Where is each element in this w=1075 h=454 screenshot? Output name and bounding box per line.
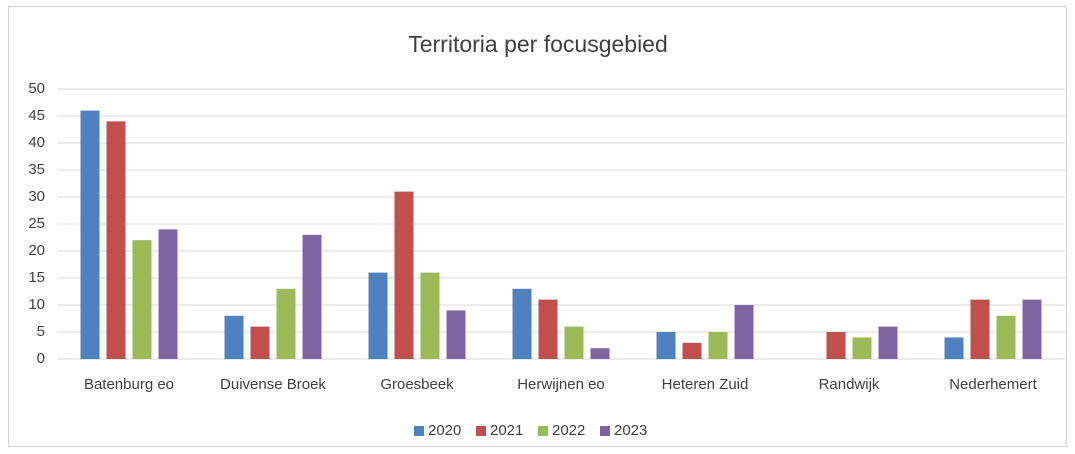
y-tick-label: 20 <box>28 242 45 259</box>
x-tick-label: Batenburg eo <box>84 376 174 393</box>
legend-label: 2022 <box>552 422 585 439</box>
bar <box>682 342 702 359</box>
bar <box>944 337 964 359</box>
x-tick-label: Randwijk <box>819 376 880 393</box>
bar <box>302 234 322 359</box>
bar <box>996 315 1016 359</box>
y-tick-label: 0 <box>37 350 45 367</box>
bar <box>852 337 872 359</box>
y-tick-label: 40 <box>28 134 45 151</box>
bar <box>394 191 414 359</box>
legend: 2020 2021 2022 2023 <box>414 422 647 439</box>
y-tick-label: 15 <box>28 269 45 286</box>
bar <box>446 310 466 359</box>
legend-label: 2020 <box>428 422 461 439</box>
y-tick-label: 50 <box>28 80 45 97</box>
bar <box>224 315 244 359</box>
legend-swatch <box>600 426 610 436</box>
chart-title: Territoria per focusgebied <box>408 31 668 57</box>
x-tick-label: Duivense Broek <box>220 376 326 393</box>
bar <box>80 110 100 359</box>
bar <box>158 229 178 359</box>
bar <box>734 305 754 359</box>
bar <box>970 299 990 359</box>
x-tick-label: Herwijnen eo <box>517 376 605 393</box>
y-tick-label: 25 <box>28 215 45 232</box>
bar <box>106 121 126 360</box>
legend-swatch <box>414 426 424 436</box>
bar <box>276 288 296 359</box>
legend-swatch <box>476 426 486 436</box>
bar <box>878 326 898 359</box>
bar <box>708 332 728 359</box>
bar <box>826 332 846 359</box>
bar <box>132 240 152 359</box>
bar <box>564 326 584 359</box>
bar <box>1022 299 1042 359</box>
chart-border <box>8 6 1067 447</box>
x-tick-label: Heteren Zuid <box>662 376 749 393</box>
bar <box>538 299 558 359</box>
bar <box>368 272 388 359</box>
bar <box>512 288 532 359</box>
y-tick-label: 5 <box>37 323 45 340</box>
y-tick-label: 30 <box>28 188 45 205</box>
bar <box>420 272 440 359</box>
y-tick-label: 10 <box>28 296 45 313</box>
y-tick-label: 35 <box>28 161 45 178</box>
bar <box>656 332 676 359</box>
bar <box>250 326 270 359</box>
legend-swatch <box>538 426 548 436</box>
y-tick-label: 45 <box>28 107 45 124</box>
x-tick-label: Nederhemert <box>949 376 1037 393</box>
x-tick-label: Groesbeek <box>380 376 454 393</box>
bar <box>590 348 610 359</box>
legend-label: 2023 <box>614 422 647 439</box>
legend-label: 2021 <box>490 422 523 439</box>
